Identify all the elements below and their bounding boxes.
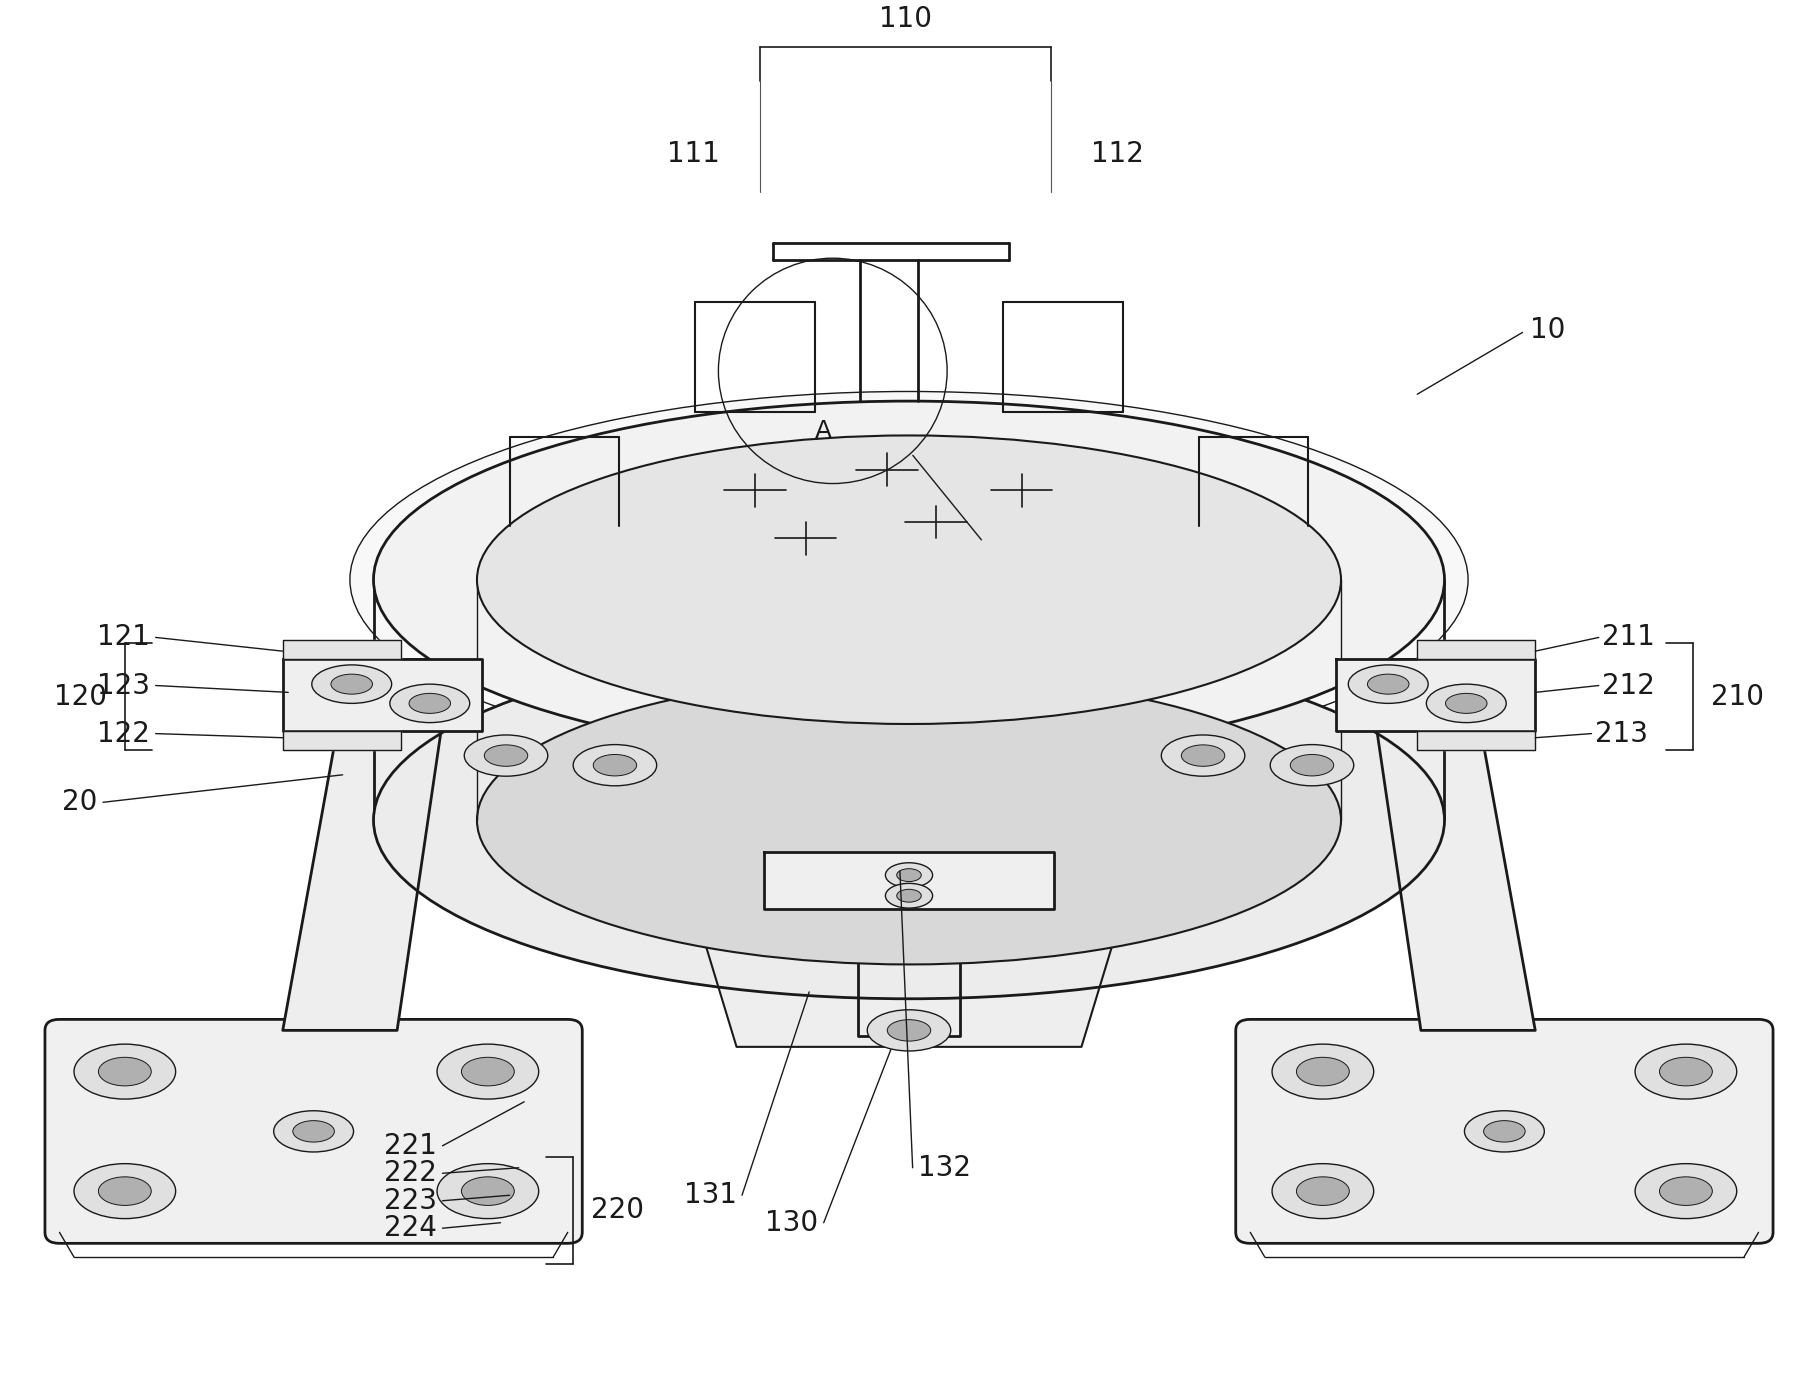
- Ellipse shape: [867, 1010, 951, 1051]
- Ellipse shape: [275, 1111, 353, 1152]
- Ellipse shape: [1291, 755, 1334, 776]
- Text: 121: 121: [98, 623, 151, 652]
- Text: 222: 222: [384, 1159, 436, 1188]
- Text: 112: 112: [1091, 139, 1144, 168]
- Ellipse shape: [373, 642, 1445, 999]
- Text: 210: 210: [1711, 682, 1763, 711]
- Ellipse shape: [462, 1177, 514, 1206]
- Ellipse shape: [464, 734, 547, 776]
- Polygon shape: [284, 660, 451, 1031]
- FancyBboxPatch shape: [45, 1020, 582, 1243]
- Polygon shape: [694, 909, 1124, 1047]
- Text: 10: 10: [1529, 316, 1565, 343]
- Polygon shape: [858, 909, 960, 1036]
- Text: 211: 211: [1602, 623, 1656, 652]
- Ellipse shape: [593, 755, 636, 776]
- Polygon shape: [1367, 660, 1534, 1031]
- Ellipse shape: [1634, 1045, 1736, 1100]
- Text: 20: 20: [62, 788, 98, 816]
- Ellipse shape: [389, 683, 469, 722]
- Polygon shape: [284, 730, 400, 750]
- Ellipse shape: [1483, 1120, 1525, 1142]
- Ellipse shape: [98, 1177, 151, 1206]
- Polygon shape: [1336, 660, 1534, 730]
- Ellipse shape: [1427, 683, 1505, 722]
- Ellipse shape: [331, 674, 373, 695]
- Ellipse shape: [1273, 1163, 1374, 1218]
- Ellipse shape: [1296, 1057, 1349, 1086]
- Ellipse shape: [1445, 693, 1487, 714]
- Ellipse shape: [1367, 674, 1409, 695]
- Text: 223: 223: [384, 1186, 436, 1215]
- Ellipse shape: [349, 391, 1469, 768]
- Ellipse shape: [1660, 1057, 1713, 1086]
- Ellipse shape: [1182, 745, 1225, 766]
- Polygon shape: [284, 660, 482, 730]
- Text: 132: 132: [918, 1153, 971, 1182]
- Text: 220: 220: [591, 1196, 644, 1225]
- Text: 224: 224: [384, 1214, 436, 1242]
- Ellipse shape: [1271, 744, 1354, 785]
- Ellipse shape: [896, 889, 922, 903]
- Text: 111: 111: [667, 139, 720, 168]
- Text: 213: 213: [1594, 719, 1649, 748]
- Ellipse shape: [887, 1020, 931, 1042]
- Polygon shape: [284, 641, 400, 660]
- Ellipse shape: [75, 1163, 176, 1218]
- Ellipse shape: [484, 745, 527, 766]
- Ellipse shape: [885, 883, 933, 908]
- Ellipse shape: [462, 1057, 514, 1086]
- Ellipse shape: [896, 868, 922, 882]
- Text: 212: 212: [1602, 671, 1656, 700]
- Text: 131: 131: [684, 1181, 736, 1210]
- Ellipse shape: [1162, 734, 1245, 776]
- Ellipse shape: [476, 675, 1342, 965]
- Text: 130: 130: [765, 1209, 818, 1236]
- Ellipse shape: [885, 863, 933, 887]
- Ellipse shape: [1660, 1177, 1713, 1206]
- Ellipse shape: [476, 435, 1342, 723]
- Ellipse shape: [98, 1057, 151, 1086]
- Ellipse shape: [436, 1163, 538, 1218]
- Ellipse shape: [75, 1045, 176, 1100]
- Ellipse shape: [293, 1120, 335, 1142]
- Ellipse shape: [436, 1045, 538, 1100]
- FancyBboxPatch shape: [1236, 1020, 1773, 1243]
- Ellipse shape: [1273, 1045, 1374, 1100]
- Text: A: A: [814, 419, 833, 444]
- Ellipse shape: [1465, 1111, 1543, 1152]
- Text: 123: 123: [96, 671, 151, 700]
- Polygon shape: [1418, 730, 1534, 750]
- Text: 221: 221: [384, 1131, 436, 1160]
- Polygon shape: [764, 852, 1054, 909]
- Ellipse shape: [373, 401, 1445, 758]
- Ellipse shape: [1634, 1163, 1736, 1218]
- Polygon shape: [1418, 641, 1534, 660]
- Text: 120: 120: [55, 682, 107, 711]
- Ellipse shape: [409, 693, 451, 714]
- Ellipse shape: [1296, 1177, 1349, 1206]
- Ellipse shape: [1349, 666, 1429, 703]
- Text: 122: 122: [98, 719, 151, 748]
- Ellipse shape: [573, 744, 656, 785]
- Text: 110: 110: [878, 6, 933, 33]
- Ellipse shape: [313, 666, 391, 703]
